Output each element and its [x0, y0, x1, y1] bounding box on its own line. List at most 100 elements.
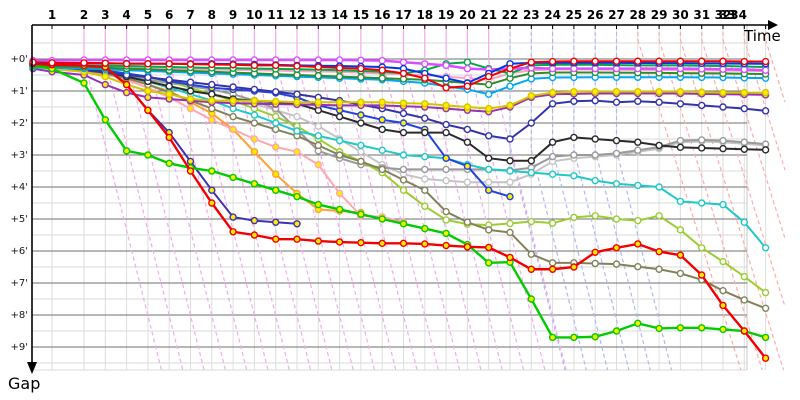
data-point-bright-green-faller	[634, 319, 642, 328]
x-tick-label: 34	[730, 8, 747, 22]
data-point-yellow	[250, 96, 259, 105]
data-point-red	[314, 63, 322, 71]
x-tick-label: 28	[629, 8, 646, 22]
data-point-red	[335, 64, 344, 72]
stage-guide-diagonal	[83, 59, 163, 371]
x-axis-title: Time	[744, 27, 781, 45]
x-tick-label: 17	[395, 8, 412, 22]
data-point-bright-green-faller	[378, 215, 386, 223]
data-point-black	[527, 157, 535, 165]
data-point-red	[655, 57, 663, 65]
data-point-navy	[527, 119, 535, 127]
data-point-red	[48, 59, 56, 67]
data-point-violet	[335, 56, 344, 64]
x-tick-label: 20	[459, 8, 476, 22]
data-point-black	[485, 154, 493, 162]
x-tick-label: 6	[165, 8, 173, 22]
x-tick-label: 26	[587, 8, 604, 22]
stage-guide-diagonal	[466, 59, 546, 371]
data-point-lightgray	[421, 175, 429, 183]
data-point-bright-green-faller	[591, 333, 599, 341]
data-point-khaki	[250, 119, 259, 127]
data-point-khaki	[421, 186, 429, 194]
data-point-red	[165, 60, 173, 68]
data-point-black	[612, 136, 621, 145]
data-point-khaki	[527, 250, 535, 258]
data-point-teal	[740, 218, 748, 226]
data-point-teal	[314, 132, 322, 140]
x-tick-label: 5	[144, 8, 152, 22]
data-point-khaki	[485, 226, 493, 234]
data-point-purple	[122, 88, 131, 97]
data-point-indigo	[186, 157, 195, 166]
data-point-violet	[357, 56, 365, 64]
data-point-yellowgreen	[761, 288, 770, 297]
data-point-navy	[740, 104, 748, 113]
data-point-navy	[399, 109, 408, 118]
data-point-khaki	[272, 125, 280, 134]
data-point-yellow	[591, 87, 599, 96]
x-tick-label: 27	[608, 8, 625, 22]
stage-guide-diagonal	[275, 59, 354, 371]
data-point-red-faller	[399, 239, 408, 248]
series-red	[29, 57, 770, 92]
data-point-yellow	[570, 87, 578, 96]
data-point-yellowgreen	[442, 216, 450, 224]
x-tick-label: 33	[719, 8, 736, 22]
data-point-bright-green-faller	[421, 224, 429, 233]
data-point-red	[527, 58, 535, 66]
data-point-yellowgreen	[612, 215, 621, 223]
data-point-khaki	[463, 218, 472, 226]
data-point-khaki	[612, 260, 621, 268]
data-point-navy	[293, 90, 301, 98]
data-point-navy	[208, 80, 216, 89]
data-point-yellow	[655, 87, 663, 96]
data-point-red-faller	[548, 265, 557, 273]
stage-guide-diagonal	[615, 149, 673, 371]
stage-guide-diagonal	[424, 59, 503, 371]
data-point-indigo	[250, 216, 259, 225]
data-point-lightgray	[314, 122, 322, 130]
data-point-bright-green-faller	[165, 159, 173, 168]
data-point-gray	[634, 146, 642, 154]
data-point-black	[548, 138, 557, 146]
data-point-red-faller	[293, 235, 301, 243]
data-point-black	[421, 128, 429, 137]
data-point-teal	[250, 111, 259, 119]
x-tick-label: 8	[208, 8, 216, 22]
data-point-yellow	[676, 87, 685, 96]
data-point-red	[719, 57, 727, 65]
data-point-red	[506, 64, 514, 73]
data-point-navy	[612, 98, 621, 106]
data-point-yellow	[101, 72, 110, 81]
data-point-salmon-pink	[186, 104, 195, 113]
data-point-yellowgreen	[719, 257, 727, 266]
data-point-bright-green-faller	[229, 173, 237, 182]
data-point-forest-green	[378, 74, 386, 82]
x-tick-label: 14	[331, 8, 348, 22]
data-point-lightgray	[463, 178, 472, 186]
x-tick-label: 11	[267, 8, 284, 22]
data-point-yellow	[399, 99, 408, 107]
data-point-red	[357, 64, 365, 73]
data-point-teal	[357, 141, 365, 150]
data-point-teal	[719, 200, 727, 209]
data-point-yellow	[761, 88, 770, 97]
data-point-black	[570, 133, 578, 142]
data-point-red-faller	[378, 239, 386, 248]
data-point-indigo	[272, 218, 280, 226]
data-point-gray	[442, 165, 450, 174]
data-point-bright-green-faller	[612, 327, 621, 335]
data-point-black	[506, 157, 514, 165]
stage-guide-diagonal	[211, 59, 290, 371]
series-red-faller	[29, 60, 770, 362]
data-point-black	[399, 128, 408, 137]
data-point-red	[442, 84, 450, 92]
series-black	[29, 61, 770, 165]
data-point-bright-green-faller	[485, 259, 493, 267]
data-point-yellow	[186, 95, 195, 103]
data-point-bright-green-faller	[293, 192, 301, 201]
data-point-forest-green	[485, 80, 493, 89]
data-point-yellowgreen	[548, 219, 557, 227]
data-point-skyblue	[485, 90, 493, 98]
